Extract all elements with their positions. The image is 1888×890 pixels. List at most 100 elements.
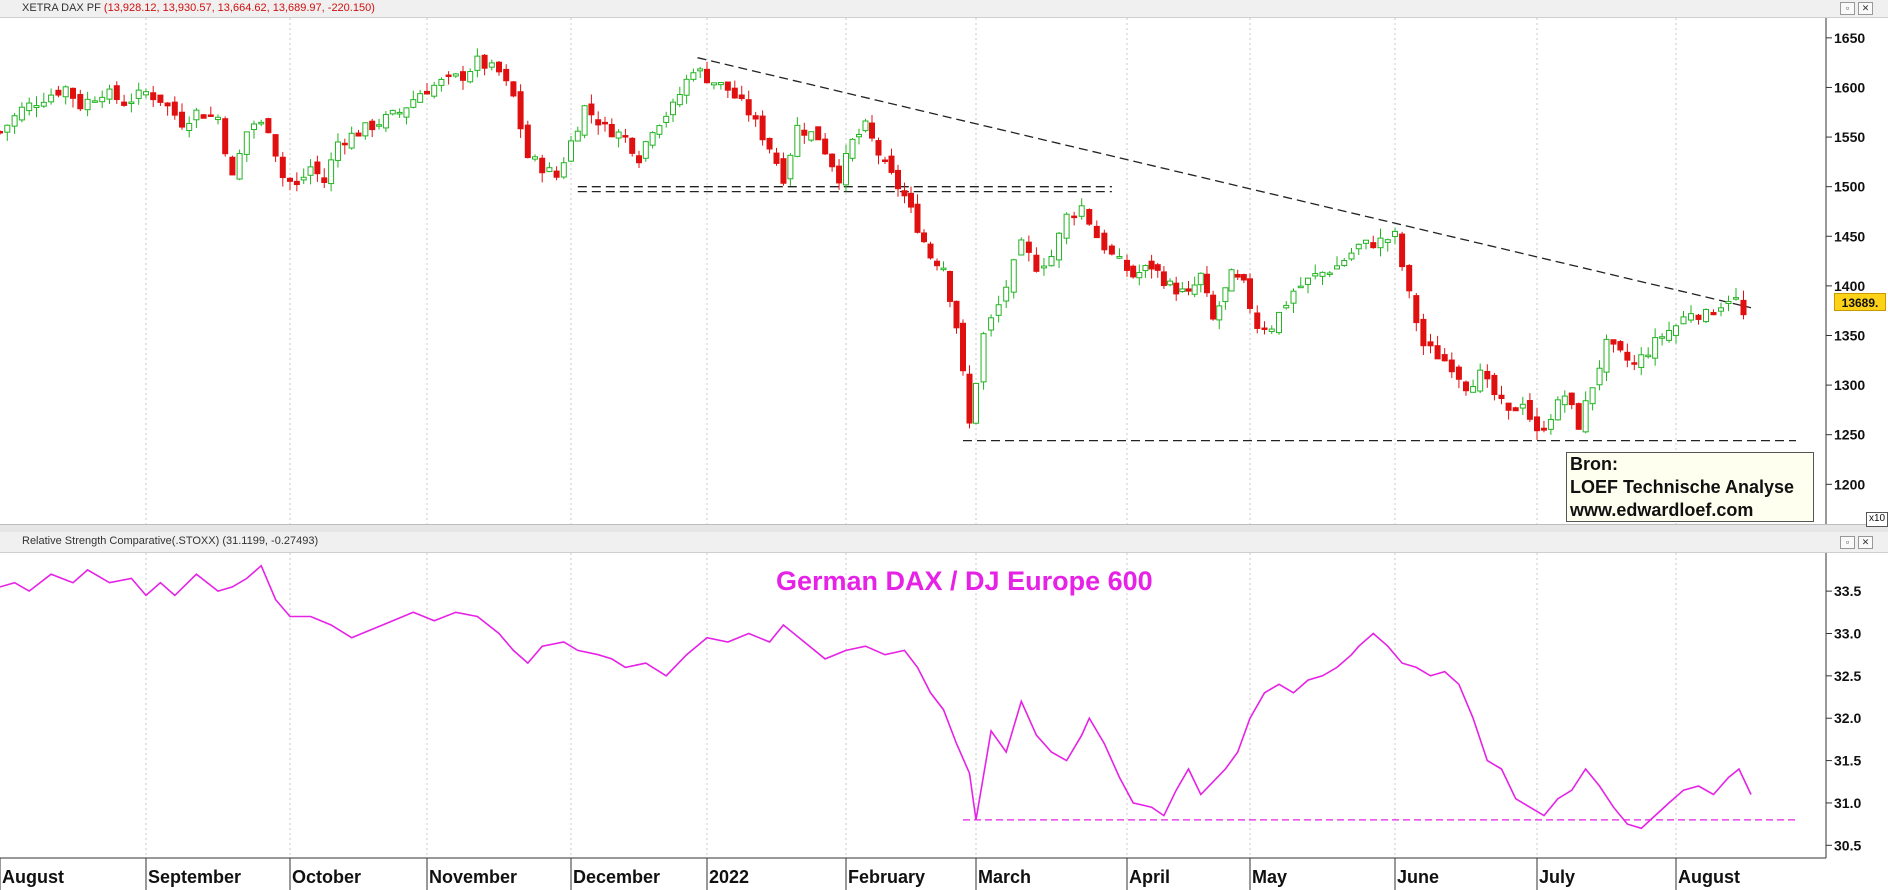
price-candle-body: [229, 156, 236, 176]
restore-button[interactable]: ▫: [1840, 2, 1855, 15]
rs-restore-button[interactable]: ▫: [1840, 536, 1855, 549]
price-candle-body: [200, 114, 207, 119]
price-candle-body: [215, 116, 221, 121]
price-candle-body: [1610, 339, 1617, 345]
price-candle-body: [1191, 284, 1198, 295]
price-candle-body: [1203, 273, 1210, 294]
price-candle-body: [1413, 295, 1420, 324]
price-candle-body: [901, 190, 908, 197]
price-candle-body: [710, 82, 717, 86]
price-candle-body: [1222, 287, 1229, 303]
x-axis-month-label: December: [573, 867, 660, 887]
price-candle-body: [843, 152, 849, 186]
rs-pane-titlebar: Relative Strength Comparative(.STOXX) (3…: [0, 532, 1888, 553]
price-y-tick-label: 1250: [1834, 427, 1865, 443]
price-candle-body: [1048, 255, 1055, 267]
price-candle-body: [642, 141, 649, 159]
rs-y-tick-label: 30.5: [1834, 837, 1861, 853]
price-candle-body: [745, 99, 752, 116]
source-label: Bron:: [1570, 454, 1618, 474]
price-candle-body: [355, 132, 362, 137]
price-candle-body: [1377, 237, 1384, 249]
price-candle-body: [553, 170, 560, 178]
price-candle-body: [445, 74, 452, 78]
price-candle-body: [1305, 277, 1311, 285]
price-candle-body: [251, 123, 257, 131]
price-candle-body: [1234, 273, 1241, 278]
price-candle-body: [258, 121, 265, 125]
price-candle-body: [1710, 312, 1717, 316]
last-price-badge: 13689.: [1834, 293, 1886, 311]
price-candle-body: [1033, 254, 1040, 272]
price-candle-body: [836, 165, 843, 184]
price-candle-body: [1512, 407, 1519, 412]
price-candle-body: [1519, 403, 1526, 409]
price-candle-body: [882, 159, 888, 163]
price-candle-body: [1596, 367, 1603, 386]
price-pane-titlebar: XETRA DAX PF (13,928.12, 13,930.57, 13,6…: [0, 0, 1888, 18]
price-candle-body: [1348, 252, 1355, 260]
x-axis-month-label: February: [848, 867, 925, 887]
price-candle-body: [467, 71, 474, 83]
price-candle-body: [517, 91, 524, 130]
price-candle-body: [856, 134, 862, 138]
price-candle-body: [410, 99, 417, 108]
price-candle-body: [1589, 387, 1596, 405]
price-candle-body: [91, 100, 98, 103]
price-candle-body: [26, 102, 33, 112]
price-candle-body: [731, 87, 738, 99]
source-box: Bron: LOEF Technische Analyse www.edward…: [1566, 452, 1814, 522]
price-candle-body: [724, 81, 731, 91]
price-candle-body: [157, 94, 164, 103]
price-candle-body: [940, 267, 947, 271]
price-candle-body: [1420, 318, 1427, 347]
x-axis-month-label: August: [2, 867, 64, 887]
x-axis-month-label: November: [429, 867, 517, 887]
price-candle-body: [40, 101, 47, 107]
price-candle-body: [947, 270, 953, 302]
price-candle-body: [615, 131, 622, 139]
price-candle-body: [568, 140, 574, 162]
rs-y-tick-label: 32.5: [1834, 668, 1861, 684]
price-candle-body: [1160, 271, 1167, 286]
price-candle-body: [629, 137, 636, 154]
price-candle-body: [560, 162, 567, 178]
price-candle-body: [243, 131, 250, 155]
rs-close-button[interactable]: ✕: [1858, 536, 1873, 549]
price-candle-body: [663, 115, 670, 123]
price-candle-body: [369, 120, 376, 131]
price-candle-body: [1355, 243, 1362, 250]
price-candle-body: [452, 73, 459, 77]
price-y-tick-label: 1650: [1834, 30, 1865, 46]
price-candle-body: [1448, 359, 1455, 373]
price-candle-body: [656, 125, 663, 135]
price-candle-body: [77, 94, 84, 110]
price-candle-body: [0, 130, 3, 134]
price-candle-body: [1725, 300, 1732, 305]
price-candle-body: [1326, 272, 1333, 275]
price-candle-body: [128, 101, 135, 105]
price-candle-body: [121, 101, 128, 106]
price-candle-body: [376, 124, 383, 127]
price-candle-body: [171, 101, 178, 116]
close-button[interactable]: ✕: [1858, 2, 1873, 15]
price-candle-body: [1582, 400, 1589, 433]
price-candle-body: [293, 180, 300, 186]
price-candle-body: [1638, 354, 1645, 368]
price-trend-line: [697, 57, 1752, 309]
x-axis-month-label: April: [1129, 867, 1170, 887]
price-candle-body: [862, 120, 869, 132]
price-candle-body: [1575, 403, 1582, 430]
price-candle-body: [1261, 327, 1268, 331]
price-candle-body: [1673, 325, 1679, 336]
price-candle-body: [1240, 274, 1247, 281]
price-candle-body: [1547, 418, 1554, 430]
price-candle-body: [801, 129, 808, 136]
price-candle-body: [1491, 374, 1498, 396]
price-candle-body: [1210, 294, 1217, 320]
x-axis-month-label: July: [1539, 867, 1575, 887]
price-candle-body: [1290, 290, 1297, 304]
price-candle-body: [1056, 232, 1063, 261]
price-candle-body: [1659, 336, 1666, 339]
